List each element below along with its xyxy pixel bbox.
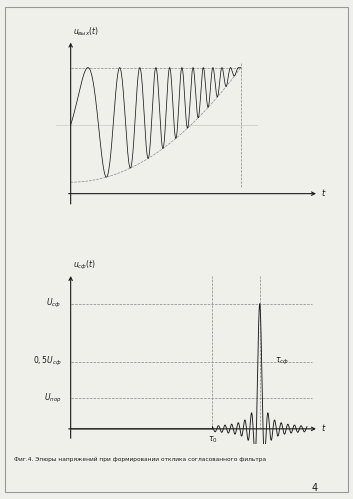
Text: 4: 4 xyxy=(312,483,318,493)
Text: $U_{пор}$: $U_{пор}$ xyxy=(44,392,61,405)
Text: $u_{сф}(t)$: $u_{сф}(t)$ xyxy=(73,258,96,271)
Text: t: t xyxy=(321,424,324,433)
Text: $\tau_0$: $\tau_0$ xyxy=(208,435,217,446)
Text: $u_{вых}(t)$: $u_{вых}(t)$ xyxy=(73,25,99,38)
Text: $U_{сф}$: $U_{сф}$ xyxy=(46,297,61,310)
Text: Фиг.4. Эпюры напряжений при формировании отклика согласованного фильтра: Фиг.4. Эпюры напряжений при формировании… xyxy=(14,457,266,462)
Text: t: t xyxy=(321,189,324,198)
Text: $\tau_{сф}$: $\tau_{сф}$ xyxy=(275,356,289,367)
Text: $0,5U_{сф}$: $0,5U_{сф}$ xyxy=(33,355,61,368)
